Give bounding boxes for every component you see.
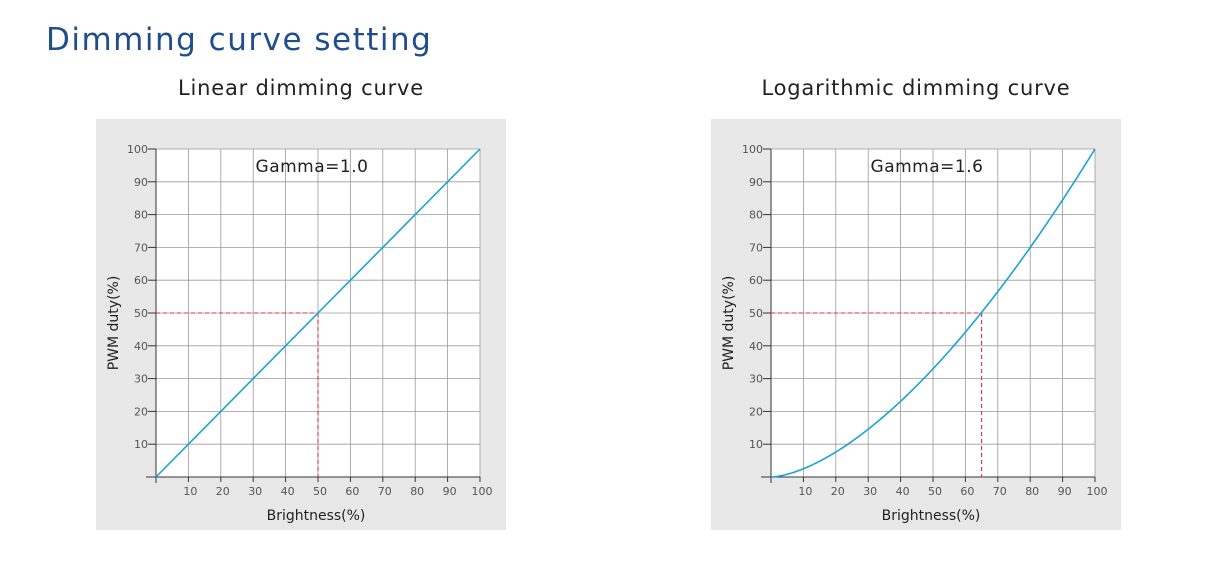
data-point — [414, 213, 416, 215]
data-point — [997, 290, 999, 292]
y-tick-label: 90 — [749, 176, 763, 189]
y-tick-label: 60 — [134, 274, 148, 287]
y-tick-label: 60 — [749, 274, 763, 287]
data-point — [867, 428, 869, 430]
logarithmic-chart-svg: 10 20 30 40 50 60 70 80 90 100 10 20 30 40 50 60 70 80 90 1… — [721, 143, 1108, 524]
linear-chart: Linear dimming curve 10 20 30 40 50 60 70 80 90 1… — [96, 70, 506, 530]
data-point — [284, 345, 286, 347]
x-tick-label: 30 — [248, 485, 262, 498]
y-tick-label: 80 — [749, 209, 763, 222]
y-tick-label: 40 — [134, 340, 148, 353]
dimming-curve-line — [155, 148, 481, 478]
dimming-curve-line — [770, 148, 1096, 478]
x-tick-label: 80 — [410, 485, 424, 498]
x-tick-label: 70 — [993, 485, 1007, 498]
data-point — [382, 246, 384, 248]
data-point — [187, 443, 189, 445]
data-point — [252, 377, 254, 379]
data-point — [479, 148, 481, 150]
y-tick-label: 30 — [134, 373, 148, 386]
y-axis-label: PWM duty(%) — [106, 276, 122, 371]
y-tick-label: 10 — [134, 438, 148, 451]
y-tick-label: 100 — [742, 143, 763, 156]
x-tick-label: 20 — [216, 485, 230, 498]
x-tick-label: 10 — [183, 485, 197, 498]
x-tick-label: 40 — [896, 485, 910, 498]
y-tick-label: 80 — [134, 209, 148, 222]
x-tick-label: 10 — [798, 485, 812, 498]
x-axis-label: Brightness(%) — [882, 508, 981, 524]
chart-title: Linear dimming curve — [177, 76, 424, 100]
y-tick-label: 100 — [127, 143, 148, 156]
x-tick-label: 90 — [443, 485, 457, 498]
data-point — [1061, 199, 1063, 201]
x-tick-label: 100 — [1087, 485, 1108, 498]
data-point — [899, 400, 901, 402]
chart-panel: 10 20 30 40 50 60 70 80 90 100 10 20 30 40 50 60 70 80 90 1… — [711, 119, 1121, 530]
data-point — [964, 331, 966, 333]
x-tick-label: 80 — [1025, 485, 1039, 498]
y-tick-label: 50 — [134, 307, 148, 320]
x-tick-label: 40 — [281, 485, 295, 498]
data-point — [1094, 148, 1096, 150]
y-axis-label: PWM duty(%) — [721, 276, 737, 371]
data-point — [770, 476, 772, 478]
x-tick-label: 60 — [345, 485, 359, 498]
x-tick-label: 30 — [863, 485, 877, 498]
x-tick-label: 70 — [378, 485, 392, 498]
x-tick-label: 50 — [928, 485, 942, 498]
gamma-annotation: Gamma=1.6 — [871, 157, 984, 177]
y-tick-label: 50 — [749, 307, 763, 320]
logarithmic-chart: Logarithmic dimming curve 10 20 30 40 50 60 70… — [711, 70, 1121, 530]
data-point — [317, 312, 319, 314]
gamma-annotation: Gamma=1.0 — [256, 157, 369, 177]
y-tick-label: 70 — [749, 241, 763, 254]
data-point — [155, 476, 157, 478]
linear-chart-svg: 10 20 30 40 50 60 70 80 90 100 10 20 30 40 50 60 70 80 90 1… — [106, 143, 493, 524]
x-tick-label: 50 — [313, 485, 327, 498]
page-title: Dimming curve setting — [46, 22, 433, 58]
chart-title: Logarithmic dimming curve — [761, 76, 1071, 100]
x-axis-label: Brightness(%) — [267, 508, 366, 524]
y-tick-label: 40 — [749, 340, 763, 353]
data-point — [349, 279, 351, 281]
y-tick-label: 20 — [134, 405, 148, 418]
data-point — [220, 410, 222, 412]
data-point — [1029, 246, 1031, 248]
data-point — [446, 181, 448, 183]
x-tick-label: 90 — [1058, 485, 1072, 498]
x-tick-label: 60 — [960, 485, 974, 498]
y-tick-label: 20 — [749, 405, 763, 418]
y-tick-label: 70 — [134, 241, 148, 254]
data-point — [802, 468, 804, 470]
y-tick-label: 10 — [749, 438, 763, 451]
y-tick-label: 90 — [134, 176, 148, 189]
y-tick-label: 30 — [749, 373, 763, 386]
chart-panel: 10 20 30 40 50 60 70 80 90 100 10 20 30 40 50 60 70 80 90 1… — [96, 119, 506, 530]
x-tick-label: 100 — [472, 485, 493, 498]
data-point — [932, 368, 934, 370]
x-tick-label: 20 — [831, 485, 845, 498]
data-point — [835, 451, 837, 453]
